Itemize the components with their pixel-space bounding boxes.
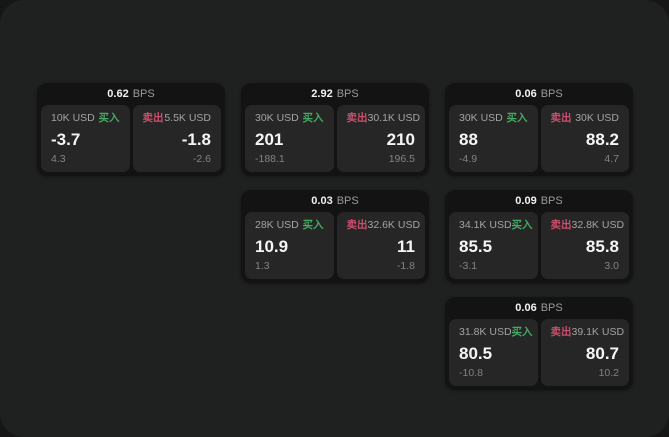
buy-amount: 10K USD bbox=[51, 112, 95, 124]
buy-price: -3.7 bbox=[51, 129, 81, 149]
sell-panel[interactable]: 卖出 5.5K USD -1.8 -2.6 bbox=[132, 105, 221, 172]
buy-side-label: 买入 bbox=[302, 219, 324, 231]
buy-amount: 30K USD bbox=[255, 112, 299, 124]
buy-change: -188.1 bbox=[255, 153, 285, 165]
spread-card: 0.06 BPS 30K USD 买入 88 -4.9 卖出 30K USD 88… bbox=[445, 83, 633, 176]
buy-price: 10.9 bbox=[255, 236, 289, 256]
panels-row: 28K USD 买入 10.9 1.3 卖出 32.6K USD 11 -1.8 bbox=[245, 212, 425, 279]
bps-header: 0.03 BPS bbox=[245, 190, 425, 212]
spread-card: 0.62 BPS 10K USD 买入 -3.7 4.3 卖出 5.5K USD … bbox=[37, 83, 225, 176]
buy-change: -4.9 bbox=[459, 153, 478, 165]
panels-row: 34.1K USD 买入 85.5 -3.1 卖出 32.8K USD 85.8… bbox=[449, 212, 629, 279]
buy-panel[interactable]: 10K USD 买入 -3.7 4.3 bbox=[41, 105, 130, 172]
panels-row: 30K USD 买入 201 -188.1 卖出 30.1K USD 210 1… bbox=[245, 105, 425, 172]
spread-card: 0.06 BPS 31.8K USD 买入 80.5 -10.8 卖出 39.1K… bbox=[445, 297, 633, 390]
buy-panel[interactable]: 30K USD 买入 201 -188.1 bbox=[245, 105, 334, 172]
sell-price: 11 bbox=[397, 236, 415, 256]
buy-change: 1.3 bbox=[255, 260, 270, 272]
sell-panel[interactable]: 卖出 39.1K USD 80.7 10.2 bbox=[540, 319, 629, 386]
buy-amount: 28K USD bbox=[255, 219, 299, 231]
buy-side-label: 买入 bbox=[511, 219, 533, 231]
bps-header: 0.06 BPS bbox=[449, 297, 629, 319]
buy-price: 201 bbox=[255, 129, 284, 149]
sell-panel[interactable]: 卖出 32.6K USD 11 -1.8 bbox=[336, 212, 425, 279]
sell-panel[interactable]: 卖出 30K USD 88.2 4.7 bbox=[540, 105, 629, 172]
spread-card: 0.03 BPS 28K USD 买入 10.9 1.3 卖出 32.6K USD… bbox=[241, 190, 429, 283]
bps-value: 0.06 bbox=[515, 88, 537, 100]
sell-side-label: 卖出 bbox=[550, 219, 572, 231]
buy-panel[interactable]: 31.8K USD 买入 80.5 -10.8 bbox=[449, 319, 538, 386]
buy-change: -3.1 bbox=[459, 260, 478, 272]
buy-side-label: 买入 bbox=[302, 112, 324, 124]
sell-amount: 5.5K USD bbox=[164, 112, 211, 124]
buy-amount: 34.1K USD bbox=[459, 219, 512, 231]
buy-amount: 31.8K USD bbox=[459, 326, 512, 338]
buy-price: 88 bbox=[459, 129, 478, 149]
sell-change: -1.8 bbox=[396, 260, 415, 272]
buy-side-label: 买入 bbox=[98, 112, 120, 124]
sell-price: 85.8 bbox=[585, 236, 619, 256]
bps-unit-label: BPS bbox=[540, 302, 563, 314]
buy-change: -10.8 bbox=[459, 367, 483, 379]
sell-change: 4.7 bbox=[604, 153, 619, 165]
bps-unit-label: BPS bbox=[540, 195, 563, 207]
sell-amount: 32.8K USD bbox=[571, 219, 625, 231]
bps-value: 0.03 bbox=[311, 195, 333, 207]
sell-panel[interactable]: 卖出 32.8K USD 85.8 3.0 bbox=[540, 212, 629, 279]
bps-value: 2.92 bbox=[311, 88, 333, 100]
sell-side-label: 卖出 bbox=[142, 112, 164, 124]
sell-side-label: 卖出 bbox=[346, 112, 368, 124]
bps-unit-label: BPS bbox=[336, 195, 359, 207]
bps-header: 0.06 BPS bbox=[449, 83, 629, 105]
bps-unit-label: BPS bbox=[540, 88, 563, 100]
sell-price: 80.7 bbox=[585, 343, 619, 363]
sell-price: -1.8 bbox=[181, 129, 211, 149]
sell-panel[interactable]: 卖出 30.1K USD 210 196.5 bbox=[336, 105, 425, 172]
sell-side-label: 卖出 bbox=[550, 112, 572, 124]
buy-amount: 30K USD bbox=[459, 112, 503, 124]
sell-amount: 30.1K USD bbox=[367, 112, 421, 124]
panels-row: 30K USD 买入 88 -4.9 卖出 30K USD 88.2 4.7 bbox=[449, 105, 629, 172]
bps-value: 0.62 bbox=[107, 88, 129, 100]
buy-panel[interactable]: 34.1K USD 买入 85.5 -3.1 bbox=[449, 212, 538, 279]
buy-change: 4.3 bbox=[51, 153, 66, 165]
bps-header: 2.92 BPS bbox=[245, 83, 425, 105]
bps-unit-label: BPS bbox=[132, 88, 155, 100]
sell-change: -2.6 bbox=[192, 153, 211, 165]
buy-side-label: 买入 bbox=[506, 112, 528, 124]
sell-amount: 39.1K USD bbox=[571, 326, 625, 338]
sell-price: 210 bbox=[386, 129, 415, 149]
sell-change: 10.2 bbox=[598, 367, 619, 379]
buy-price: 80.5 bbox=[459, 343, 493, 363]
sell-change: 196.5 bbox=[388, 153, 415, 165]
panels-row: 31.8K USD 买入 80.5 -10.8 卖出 39.1K USD 80.… bbox=[449, 319, 629, 386]
sell-amount: 30K USD bbox=[575, 112, 619, 124]
bps-header: 0.62 BPS bbox=[41, 83, 221, 105]
sell-amount: 32.6K USD bbox=[367, 219, 421, 231]
sell-change: 3.0 bbox=[604, 260, 619, 272]
buy-price: 85.5 bbox=[459, 236, 493, 256]
sell-side-label: 卖出 bbox=[550, 326, 572, 338]
spread-card: 2.92 BPS 30K USD 买入 201 -188.1 卖出 30.1K U… bbox=[241, 83, 429, 176]
buy-panel[interactable]: 28K USD 买入 10.9 1.3 bbox=[245, 212, 334, 279]
bps-value: 0.09 bbox=[515, 195, 537, 207]
buy-side-label: 买入 bbox=[511, 326, 533, 338]
sell-side-label: 卖出 bbox=[346, 219, 368, 231]
buy-panel[interactable]: 30K USD 买入 88 -4.9 bbox=[449, 105, 538, 172]
panels-row: 10K USD 买入 -3.7 4.3 卖出 5.5K USD -1.8 -2.… bbox=[41, 105, 221, 172]
bps-header: 0.09 BPS bbox=[449, 190, 629, 212]
bps-value: 0.06 bbox=[515, 302, 537, 314]
spread-card: 0.09 BPS 34.1K USD 买入 85.5 -3.1 卖出 32.8K … bbox=[445, 190, 633, 283]
sell-price: 88.2 bbox=[585, 129, 619, 149]
bps-unit-label: BPS bbox=[336, 88, 359, 100]
